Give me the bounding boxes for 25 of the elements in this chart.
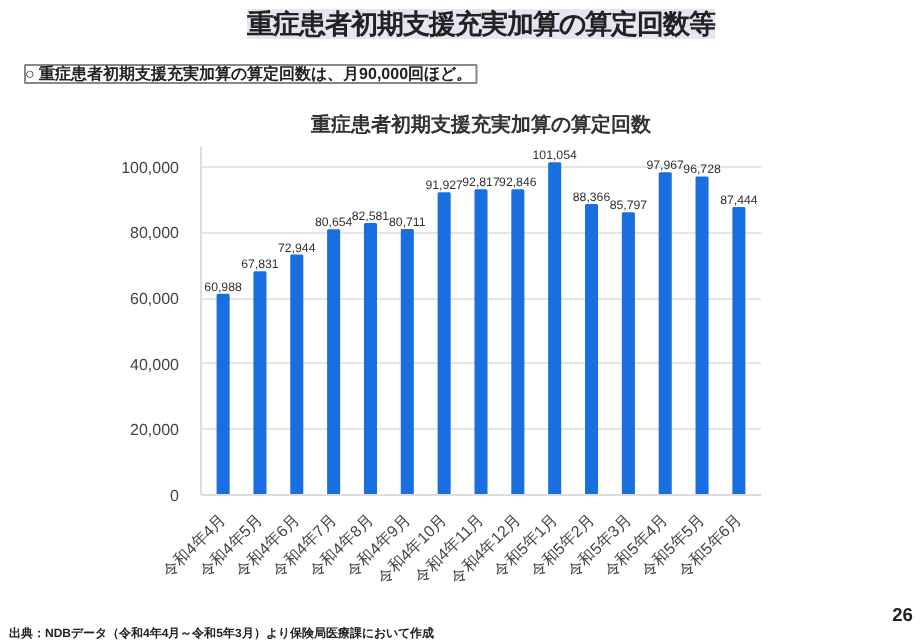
bar [511, 189, 525, 495]
text: 26 [892, 605, 914, 625]
bar [695, 176, 709, 495]
y-tick-label: 20,000 [130, 421, 181, 440]
bar [658, 172, 672, 495]
bar [363, 222, 377, 495]
bar [548, 162, 562, 495]
y-tick-label: 40,000 [130, 355, 181, 374]
y-tick-label: 80,000 [130, 224, 181, 243]
bar [253, 271, 267, 495]
bar [327, 229, 341, 495]
bar [621, 212, 635, 495]
text: 重症患者初期支援充実加算の算定回数等 [245, 9, 715, 39]
bar [732, 206, 746, 495]
y-tick-label: 100,000 [121, 158, 181, 177]
chart-title: 重症患者初期支援充実加算の算定回数 [309, 113, 653, 137]
bar [216, 293, 230, 495]
y-tick-label: 0 [170, 487, 181, 505]
y-tick-label: 60,000 [130, 290, 181, 309]
bar [585, 203, 599, 495]
bar [290, 254, 304, 495]
text: ○ 重症患者初期支援充実加算の算定回数は、月90,000回ほど。 [25, 63, 473, 83]
bar [474, 189, 488, 495]
bar [400, 229, 414, 495]
bar [437, 192, 451, 495]
